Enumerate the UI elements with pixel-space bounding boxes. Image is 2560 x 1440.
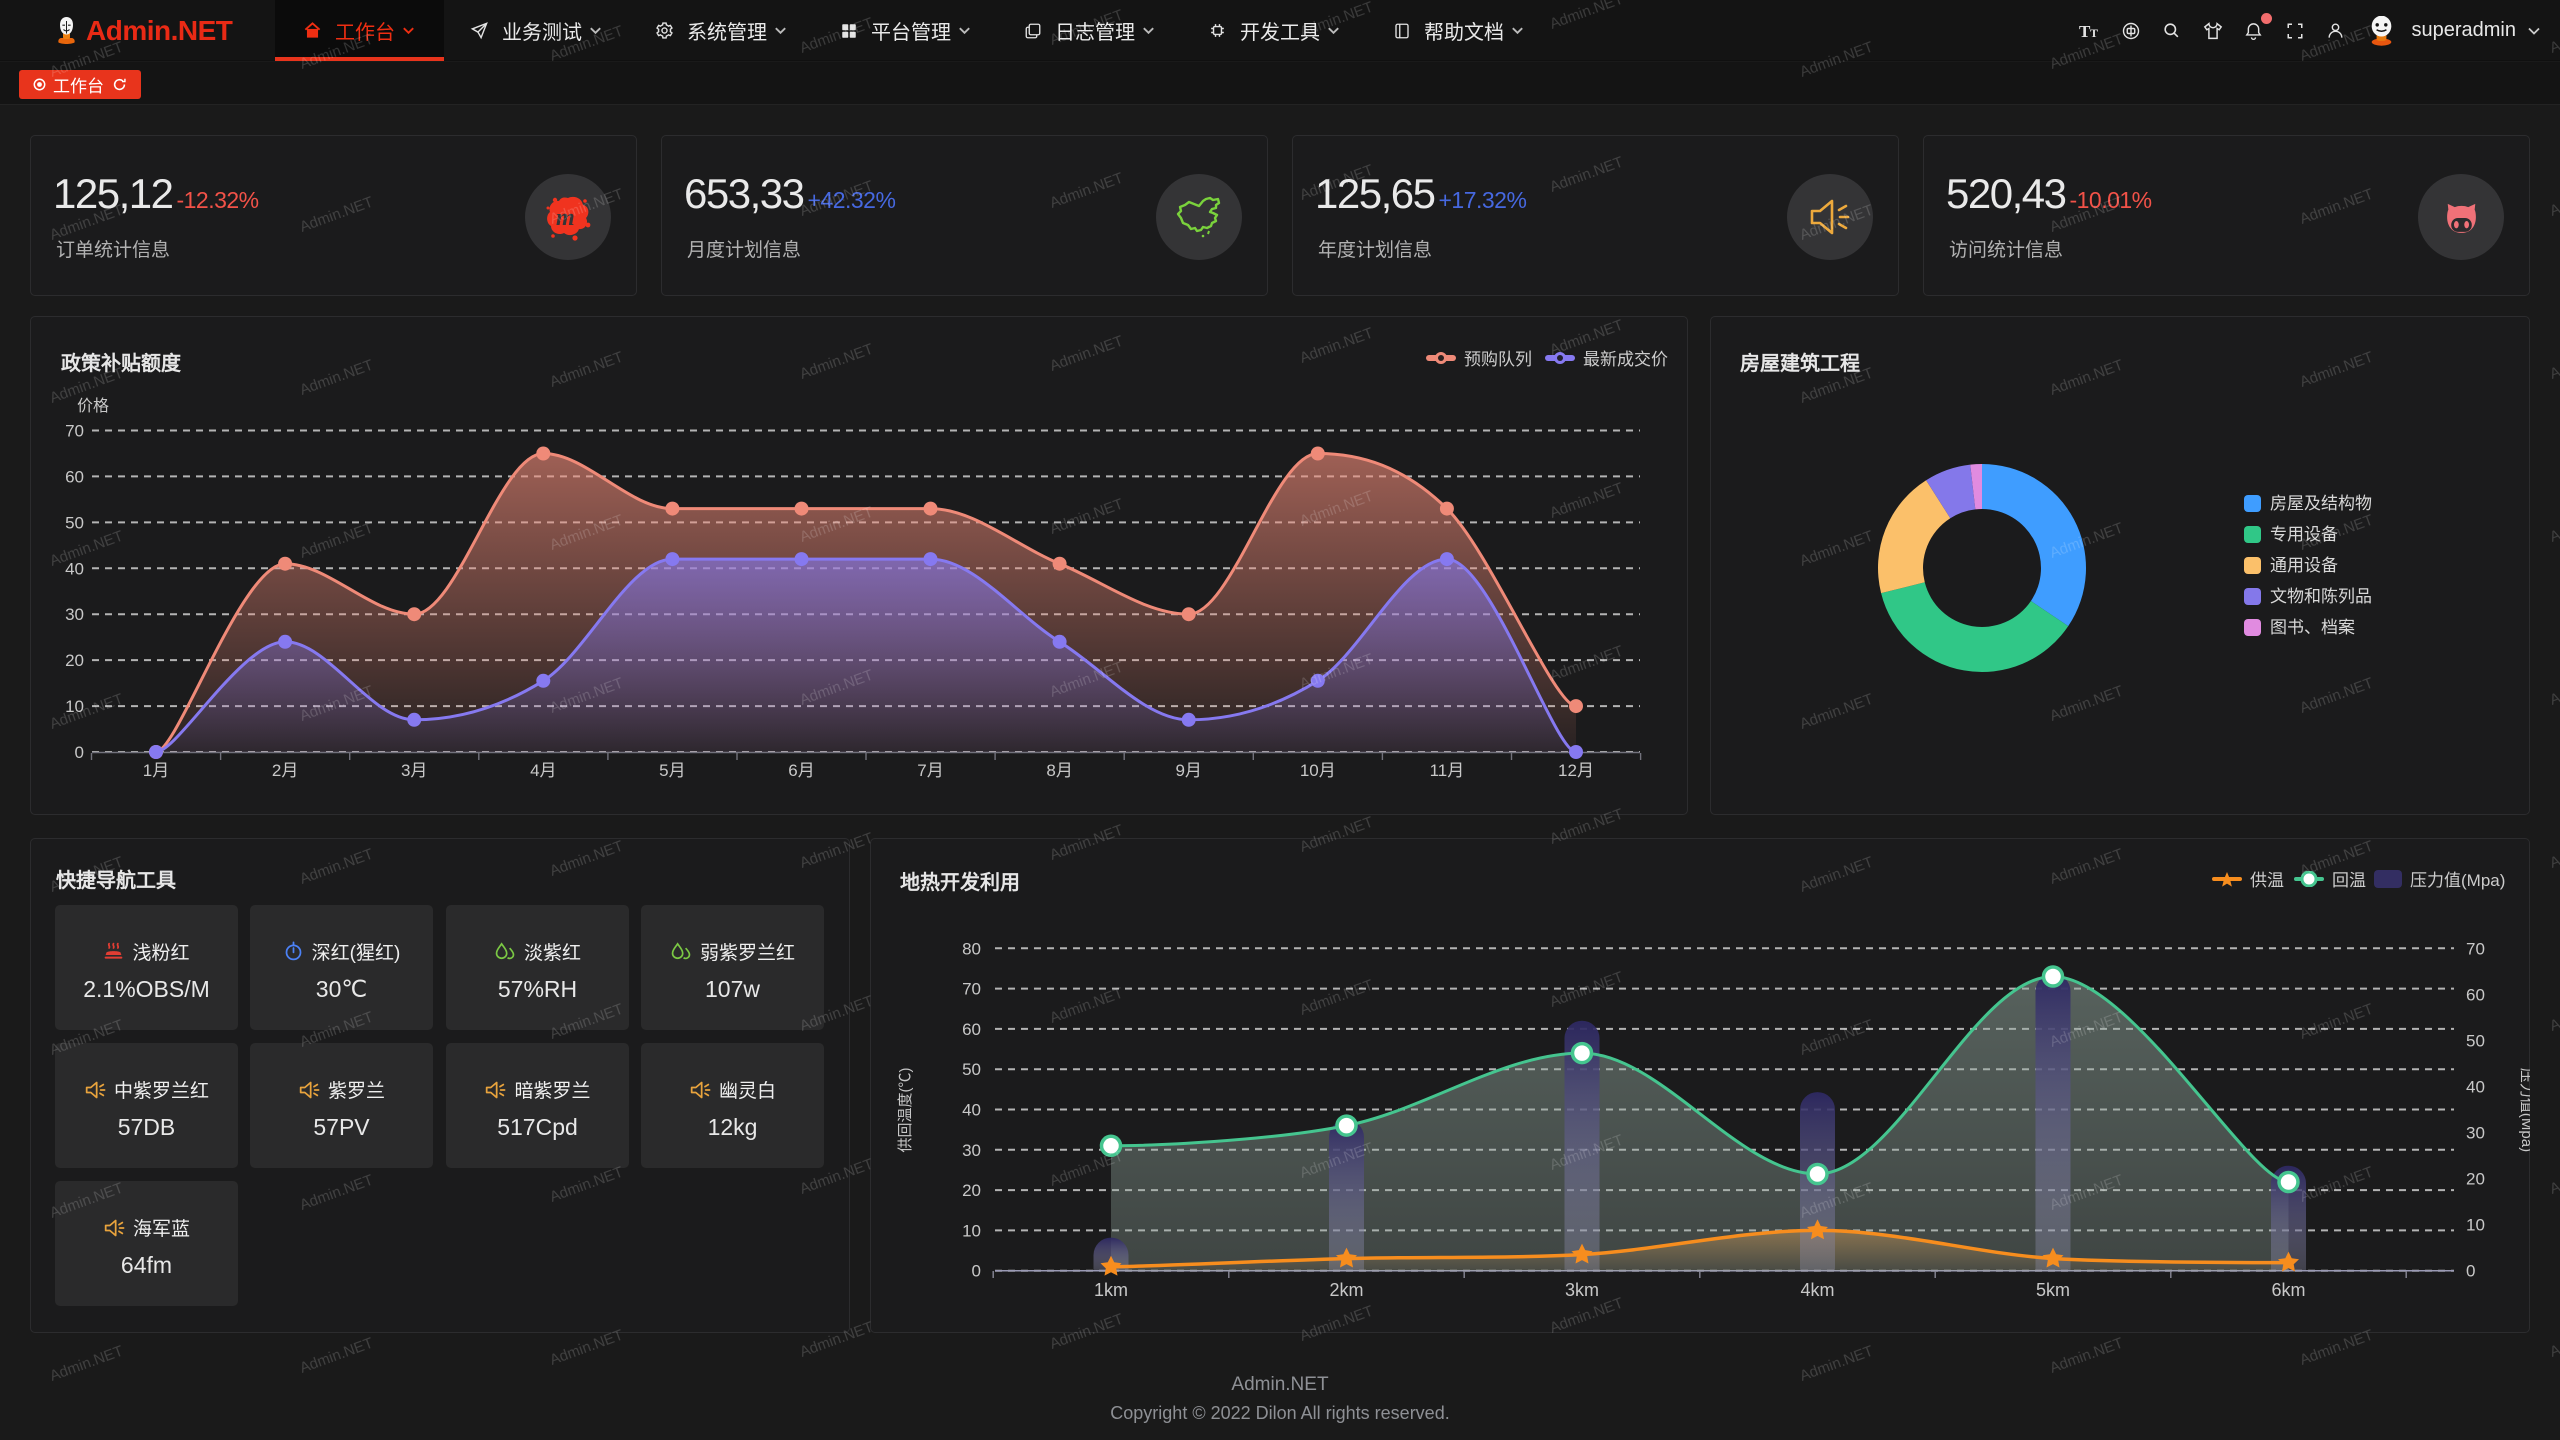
svg-text:3km: 3km <box>1565 1280 1599 1300</box>
svg-text:压力值(Mpa): 压力值(Mpa) <box>2518 1068 2530 1152</box>
svg-text:4km: 4km <box>1800 1280 1834 1300</box>
svg-text:10: 10 <box>2466 1216 2485 1235</box>
svg-text:20: 20 <box>962 1181 981 1200</box>
svg-text:6月: 6月 <box>788 761 814 780</box>
svg-text:7月: 7月 <box>917 761 943 780</box>
svg-text:60: 60 <box>962 1020 981 1039</box>
svg-text:0: 0 <box>972 1262 981 1281</box>
svg-text:4月: 4月 <box>530 761 556 780</box>
svg-text:1月: 1月 <box>143 761 169 780</box>
svg-text:80: 80 <box>962 939 981 958</box>
svg-text:12月: 12月 <box>1558 761 1594 780</box>
svg-text:30: 30 <box>65 605 84 624</box>
svg-text:40: 40 <box>65 559 84 578</box>
svg-text:价格: 价格 <box>77 397 109 415</box>
svg-text:图书、档案: 图书、档案 <box>2270 618 2355 637</box>
svg-text:70: 70 <box>2466 939 2485 958</box>
svg-text:房屋及结构物: 房屋及结构物 <box>2270 494 2372 513</box>
svg-text:50: 50 <box>962 1060 981 1079</box>
svg-text:5km: 5km <box>2036 1280 2070 1300</box>
svg-text:8月: 8月 <box>1046 761 1072 780</box>
svg-text:0: 0 <box>2466 1262 2475 1281</box>
svg-text:10: 10 <box>65 697 84 716</box>
svg-text:供回温度(℃): 供回温度(℃) <box>897 1068 914 1153</box>
svg-text:m: m <box>556 205 575 231</box>
svg-text:通用设备: 通用设备 <box>2270 556 2338 575</box>
svg-text:70: 70 <box>962 980 981 999</box>
svg-text:0: 0 <box>75 743 84 762</box>
svg-text:30: 30 <box>962 1141 981 1160</box>
svg-text:20: 20 <box>65 651 84 670</box>
svg-text:10: 10 <box>962 1221 981 1240</box>
svg-text:6km: 6km <box>2271 1280 2305 1300</box>
svg-text:5月: 5月 <box>659 761 685 780</box>
svg-text:40: 40 <box>962 1101 981 1120</box>
svg-text:60: 60 <box>65 467 84 486</box>
svg-text:1km: 1km <box>1094 1280 1128 1300</box>
svg-text:2月: 2月 <box>272 761 298 780</box>
svg-text:11月: 11月 <box>1430 761 1465 780</box>
svg-text:T: T <box>2090 26 2098 40</box>
svg-text:20: 20 <box>2466 1170 2485 1189</box>
svg-text:60: 60 <box>2466 986 2485 1005</box>
svg-text:30: 30 <box>2466 1124 2485 1143</box>
svg-text:50: 50 <box>65 513 84 532</box>
svg-text:专用设备: 专用设备 <box>2270 525 2338 544</box>
svg-text:70: 70 <box>65 422 84 441</box>
svg-text:10月: 10月 <box>1300 761 1336 780</box>
svg-text:2km: 2km <box>1329 1280 1363 1300</box>
svg-text:文物和陈列品: 文物和陈列品 <box>2270 587 2372 606</box>
svg-text:9月: 9月 <box>1175 761 1201 780</box>
svg-text:3月: 3月 <box>401 761 427 780</box>
svg-text:40: 40 <box>2466 1078 2485 1097</box>
svg-text:50: 50 <box>2466 1032 2485 1051</box>
